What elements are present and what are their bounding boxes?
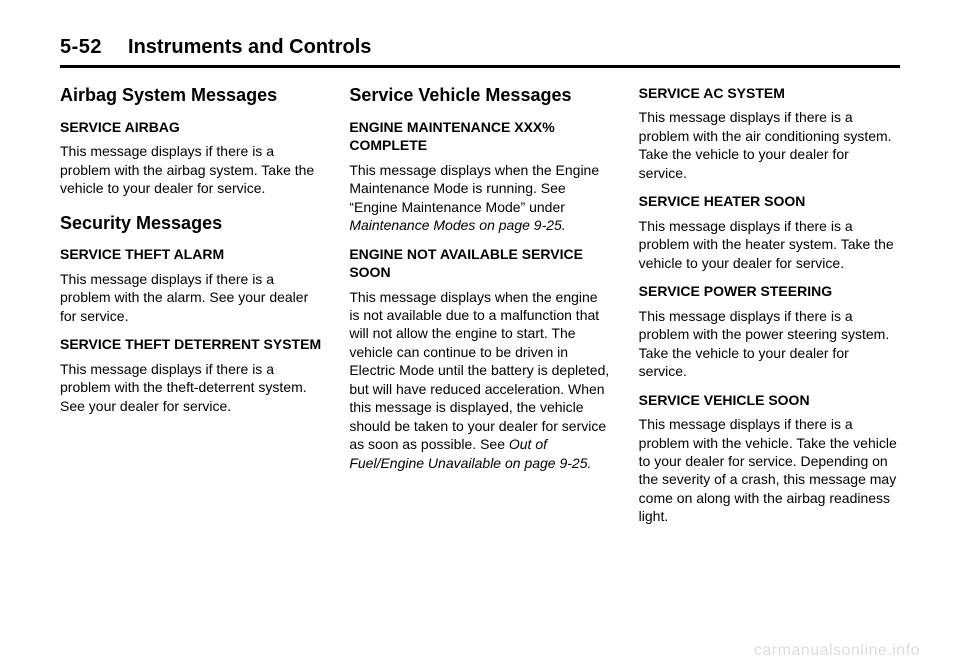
- body-text: This message displays if there is a prob…: [639, 108, 900, 182]
- body-text: This message displays when the Engine Ma…: [349, 161, 610, 235]
- column-1: Airbag System Messages SERVICE AIRBAG Th…: [60, 82, 321, 622]
- subheading-service-theft-alarm: SERVICE THEFT ALARM: [60, 245, 321, 263]
- subheading-service-ac: SERVICE AC SYSTEM: [639, 84, 900, 102]
- subheading-service-airbag: SERVICE AIRBAG: [60, 118, 321, 136]
- subheading-engine-maintenance: ENGINE MAINTENANCE XXX% COMPLETE: [349, 118, 610, 155]
- subheading-service-vehicle-soon: SERVICE VEHICLE SOON: [639, 391, 900, 409]
- heading-airbag-messages: Airbag System Messages: [60, 84, 321, 108]
- body-text: This message displays if there is a prob…: [639, 415, 900, 526]
- body-text-span: This message displays when the Engine Ma…: [349, 162, 599, 215]
- body-text: This message displays if there is a prob…: [60, 142, 321, 197]
- manual-page: 5-52 Instruments and Controls Airbag Sys…: [0, 0, 960, 672]
- subheading-service-power-steering: SERVICE POWER STEERING: [639, 282, 900, 300]
- page-header: 5-52 Instruments and Controls: [60, 36, 900, 68]
- heading-service-vehicle-messages: Service Vehicle Messages: [349, 84, 610, 108]
- body-text: This message displays when the engine is…: [349, 288, 610, 473]
- page-number: 5-52: [60, 36, 102, 59]
- subheading-service-heater: SERVICE HEATER SOON: [639, 192, 900, 210]
- content-columns: Airbag System Messages SERVICE AIRBAG Th…: [60, 82, 900, 622]
- body-text-span: This message displays when the engine is…: [349, 289, 609, 453]
- column-2: Service Vehicle Messages ENGINE MAINTENA…: [349, 82, 610, 622]
- body-text: This message displays if there is a prob…: [639, 307, 900, 381]
- body-text: This message displays if there is a prob…: [60, 270, 321, 325]
- watermark-text: carmanualsonline.info: [754, 642, 920, 660]
- body-text: This message displays if there is a prob…: [60, 360, 321, 415]
- subheading-service-theft-deterrent: SERVICE THEFT DETERRENT SYSTEM: [60, 335, 321, 353]
- italic-reference: Maintenance Modes on page 9‑25.: [349, 217, 565, 233]
- section-title: Instruments and Controls: [128, 36, 371, 59]
- column-3: SERVICE AC SYSTEM This message displays …: [639, 82, 900, 622]
- heading-security-messages: Security Messages: [60, 212, 321, 236]
- body-text: This message displays if there is a prob…: [639, 217, 900, 272]
- subheading-engine-not-available: ENGINE NOT AVAILABLE SERVICE SOON: [349, 245, 610, 282]
